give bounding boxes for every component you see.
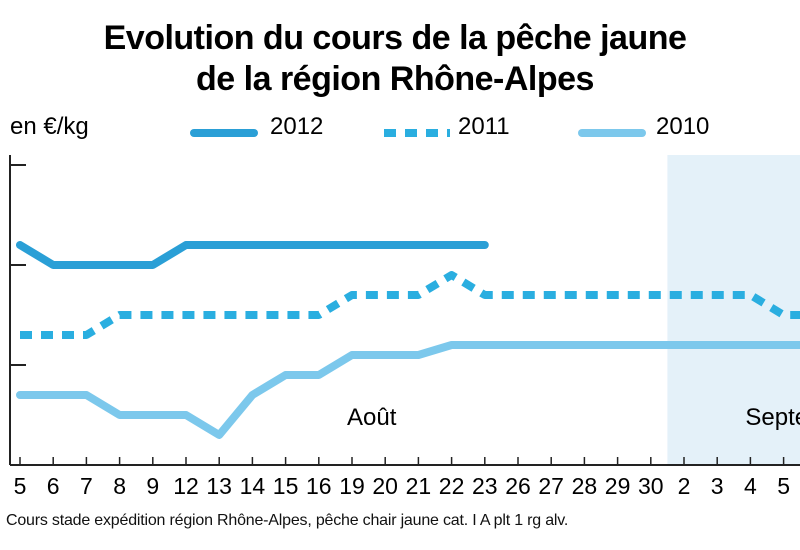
x-tick-label-15: 26	[505, 473, 531, 499]
month-label-Septembre: Septembre	[745, 404, 800, 431]
chart-title-line-1: Evolution du cours de la pêche jaune	[103, 19, 687, 57]
x-tick-label-20: 2	[678, 473, 691, 499]
x-tick-label-6: 13	[206, 473, 232, 499]
x-tick-label-3: 8	[113, 473, 126, 499]
legend-swatch-2010	[578, 129, 646, 137]
x-tick-label-10: 19	[339, 473, 365, 499]
y-axis-unit-label: en €/kg	[10, 113, 89, 140]
legend-label-2012: 2012	[270, 113, 324, 140]
chart-title: Evolution du cours de la pêche jaune de …	[0, 18, 790, 100]
series-line-2010	[16, 341, 800, 439]
x-tick-label-9: 16	[306, 473, 332, 499]
x-tick-label-13: 22	[439, 473, 465, 499]
x-tick-label-14: 23	[472, 473, 498, 499]
series-line-2011	[20, 271, 800, 339]
x-tick-label-23: 5	[777, 473, 790, 499]
x-tick-label-2: 7	[80, 473, 93, 499]
chart-footnote: Cours stade expédition région Rhône-Alpe…	[6, 512, 569, 529]
x-tick-label-1: 6	[47, 473, 60, 499]
x-tick-label-12: 21	[406, 473, 432, 499]
x-tick-label-0: 5	[14, 473, 27, 499]
legend-label-2010: 2010	[656, 113, 710, 140]
chart-axes	[9, 155, 800, 466]
legend-label-2011: 2011	[458, 113, 510, 140]
legend-swatch-2012	[190, 129, 258, 137]
month-labels: Août Septembre	[347, 404, 800, 431]
x-tick-label-19: 30	[638, 473, 664, 499]
series-layer	[16, 241, 800, 439]
chart-title-line-2: de la région Rhône-Alpes	[196, 60, 594, 98]
x-tick-label-17: 28	[572, 473, 598, 499]
x-tick-label-11: 20	[372, 473, 398, 499]
x-tick-label-22: 4	[744, 473, 757, 499]
x-tick-label-8: 15	[273, 473, 299, 499]
x-tick-label-18: 29	[605, 473, 631, 499]
x-tick-label-7: 14	[240, 473, 266, 499]
series-line-2012	[16, 241, 489, 269]
x-tick-label-16: 27	[538, 473, 564, 499]
month-label-Août: Août	[347, 404, 397, 431]
x-tick-label-5: 12	[173, 473, 199, 499]
x-tick-label-4: 9	[146, 473, 159, 499]
x-tick-label-21: 3	[711, 473, 724, 499]
x-tick-labels: 5678912131415161920212223262728293023456	[14, 473, 790, 499]
